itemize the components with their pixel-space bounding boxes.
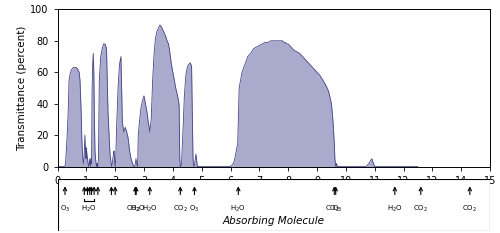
X-axis label: Wavelength (microns): Wavelength (microns) <box>216 188 331 199</box>
Y-axis label: Transmittance (percent): Transmittance (percent) <box>18 25 28 151</box>
Bar <box>58 179 490 231</box>
Text: H$_2$O: H$_2$O <box>230 204 246 214</box>
Text: O$_3$: O$_3$ <box>60 204 70 214</box>
Text: CO$_2$: CO$_2$ <box>126 204 142 214</box>
Text: H$_2$O: H$_2$O <box>130 204 146 214</box>
Text: CO$_2$: CO$_2$ <box>413 204 428 214</box>
Text: H$_2$O: H$_2$O <box>387 204 402 214</box>
Text: CO$_2$: CO$_2$ <box>462 204 477 214</box>
Text: Absorbing Molecule: Absorbing Molecule <box>223 216 325 226</box>
Text: O$_3$: O$_3$ <box>190 204 200 214</box>
Text: CO$_2$: CO$_2$ <box>173 204 188 214</box>
Text: O$_3$: O$_3$ <box>332 204 342 214</box>
Text: H$_2$O: H$_2$O <box>142 204 158 214</box>
Text: CO$_2$: CO$_2$ <box>326 204 340 214</box>
Text: H$_2$O: H$_2$O <box>82 204 97 214</box>
